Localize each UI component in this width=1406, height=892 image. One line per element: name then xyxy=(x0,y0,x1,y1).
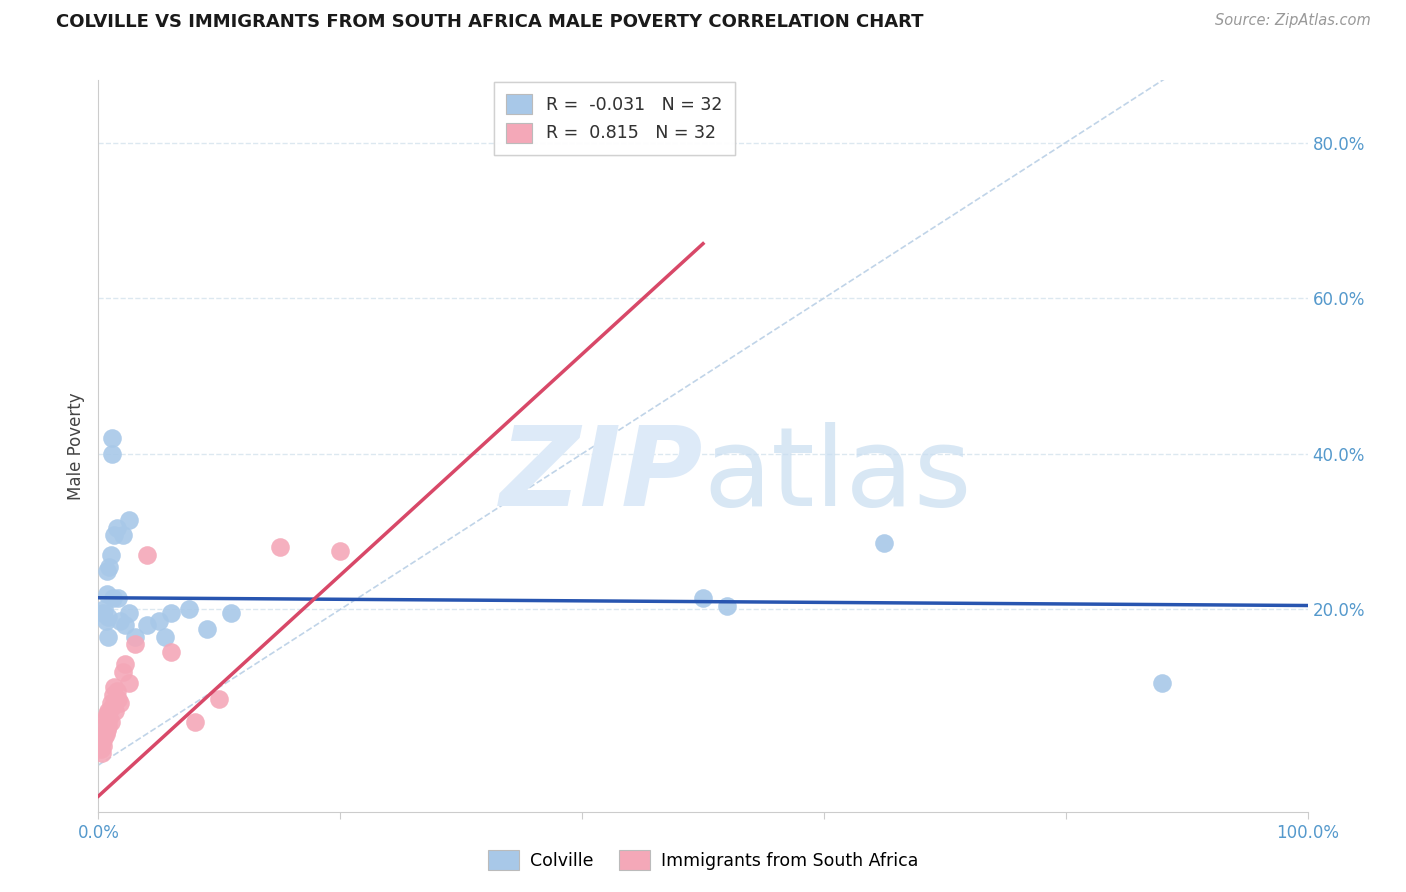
Point xyxy=(94,614,117,628)
Point xyxy=(118,676,141,690)
Point xyxy=(93,731,115,745)
Point xyxy=(91,734,114,748)
Text: ZIP: ZIP xyxy=(499,422,703,529)
Point xyxy=(114,618,136,632)
Point xyxy=(100,696,122,710)
Point xyxy=(329,544,352,558)
Point xyxy=(100,548,122,562)
Y-axis label: Male Poverty: Male Poverty xyxy=(66,392,84,500)
Point xyxy=(114,657,136,671)
Point xyxy=(101,688,124,702)
Point xyxy=(93,719,115,733)
Point xyxy=(103,528,125,542)
Point xyxy=(100,699,122,714)
Point xyxy=(93,602,115,616)
Point xyxy=(91,747,114,761)
Point xyxy=(94,727,117,741)
Point xyxy=(108,614,131,628)
Point xyxy=(91,739,114,753)
Text: atlas: atlas xyxy=(703,422,972,529)
Point xyxy=(98,711,121,725)
Point xyxy=(135,548,157,562)
Point xyxy=(153,630,176,644)
Point xyxy=(90,742,112,756)
Point xyxy=(208,692,231,706)
Point xyxy=(100,447,122,461)
Legend: Colville, Immigrants from South Africa: Colville, Immigrants from South Africa xyxy=(479,841,927,879)
Point xyxy=(105,684,128,698)
Point xyxy=(184,715,207,730)
Point xyxy=(97,630,120,644)
Legend: R =  -0.031   N = 32, R =  0.815   N = 32: R = -0.031 N = 32, R = 0.815 N = 32 xyxy=(494,82,735,154)
Point xyxy=(221,607,243,621)
Text: COLVILLE VS IMMIGRANTS FROM SOUTH AFRICA MALE POVERTY CORRELATION CHART: COLVILLE VS IMMIGRANTS FROM SOUTH AFRICA… xyxy=(56,13,924,31)
Point xyxy=(107,692,129,706)
Point xyxy=(97,610,120,624)
Text: Source: ZipAtlas.com: Source: ZipAtlas.com xyxy=(1215,13,1371,29)
Point xyxy=(107,591,129,605)
Point xyxy=(96,564,118,578)
Point xyxy=(118,513,141,527)
Point xyxy=(111,528,134,542)
Point xyxy=(160,645,183,659)
Point xyxy=(100,715,122,730)
Point xyxy=(97,719,120,733)
Point xyxy=(1152,676,1174,690)
Point xyxy=(716,599,738,613)
Point xyxy=(179,602,201,616)
Point xyxy=(124,637,146,651)
Point xyxy=(873,536,896,550)
Point xyxy=(100,431,122,445)
Point xyxy=(101,591,124,605)
Point xyxy=(195,622,218,636)
Point xyxy=(105,521,128,535)
Point xyxy=(135,618,157,632)
Point xyxy=(269,540,291,554)
Point xyxy=(118,607,141,621)
Point xyxy=(104,704,127,718)
Point xyxy=(96,723,118,737)
Point xyxy=(124,630,146,644)
Point xyxy=(98,559,121,574)
Point xyxy=(94,711,117,725)
Point xyxy=(96,707,118,722)
Point xyxy=(108,696,131,710)
Point xyxy=(91,607,114,621)
Point xyxy=(160,607,183,621)
Point xyxy=(97,704,120,718)
Point xyxy=(148,614,170,628)
Point xyxy=(692,591,714,605)
Point xyxy=(103,680,125,694)
Point xyxy=(111,665,134,679)
Point xyxy=(96,587,118,601)
